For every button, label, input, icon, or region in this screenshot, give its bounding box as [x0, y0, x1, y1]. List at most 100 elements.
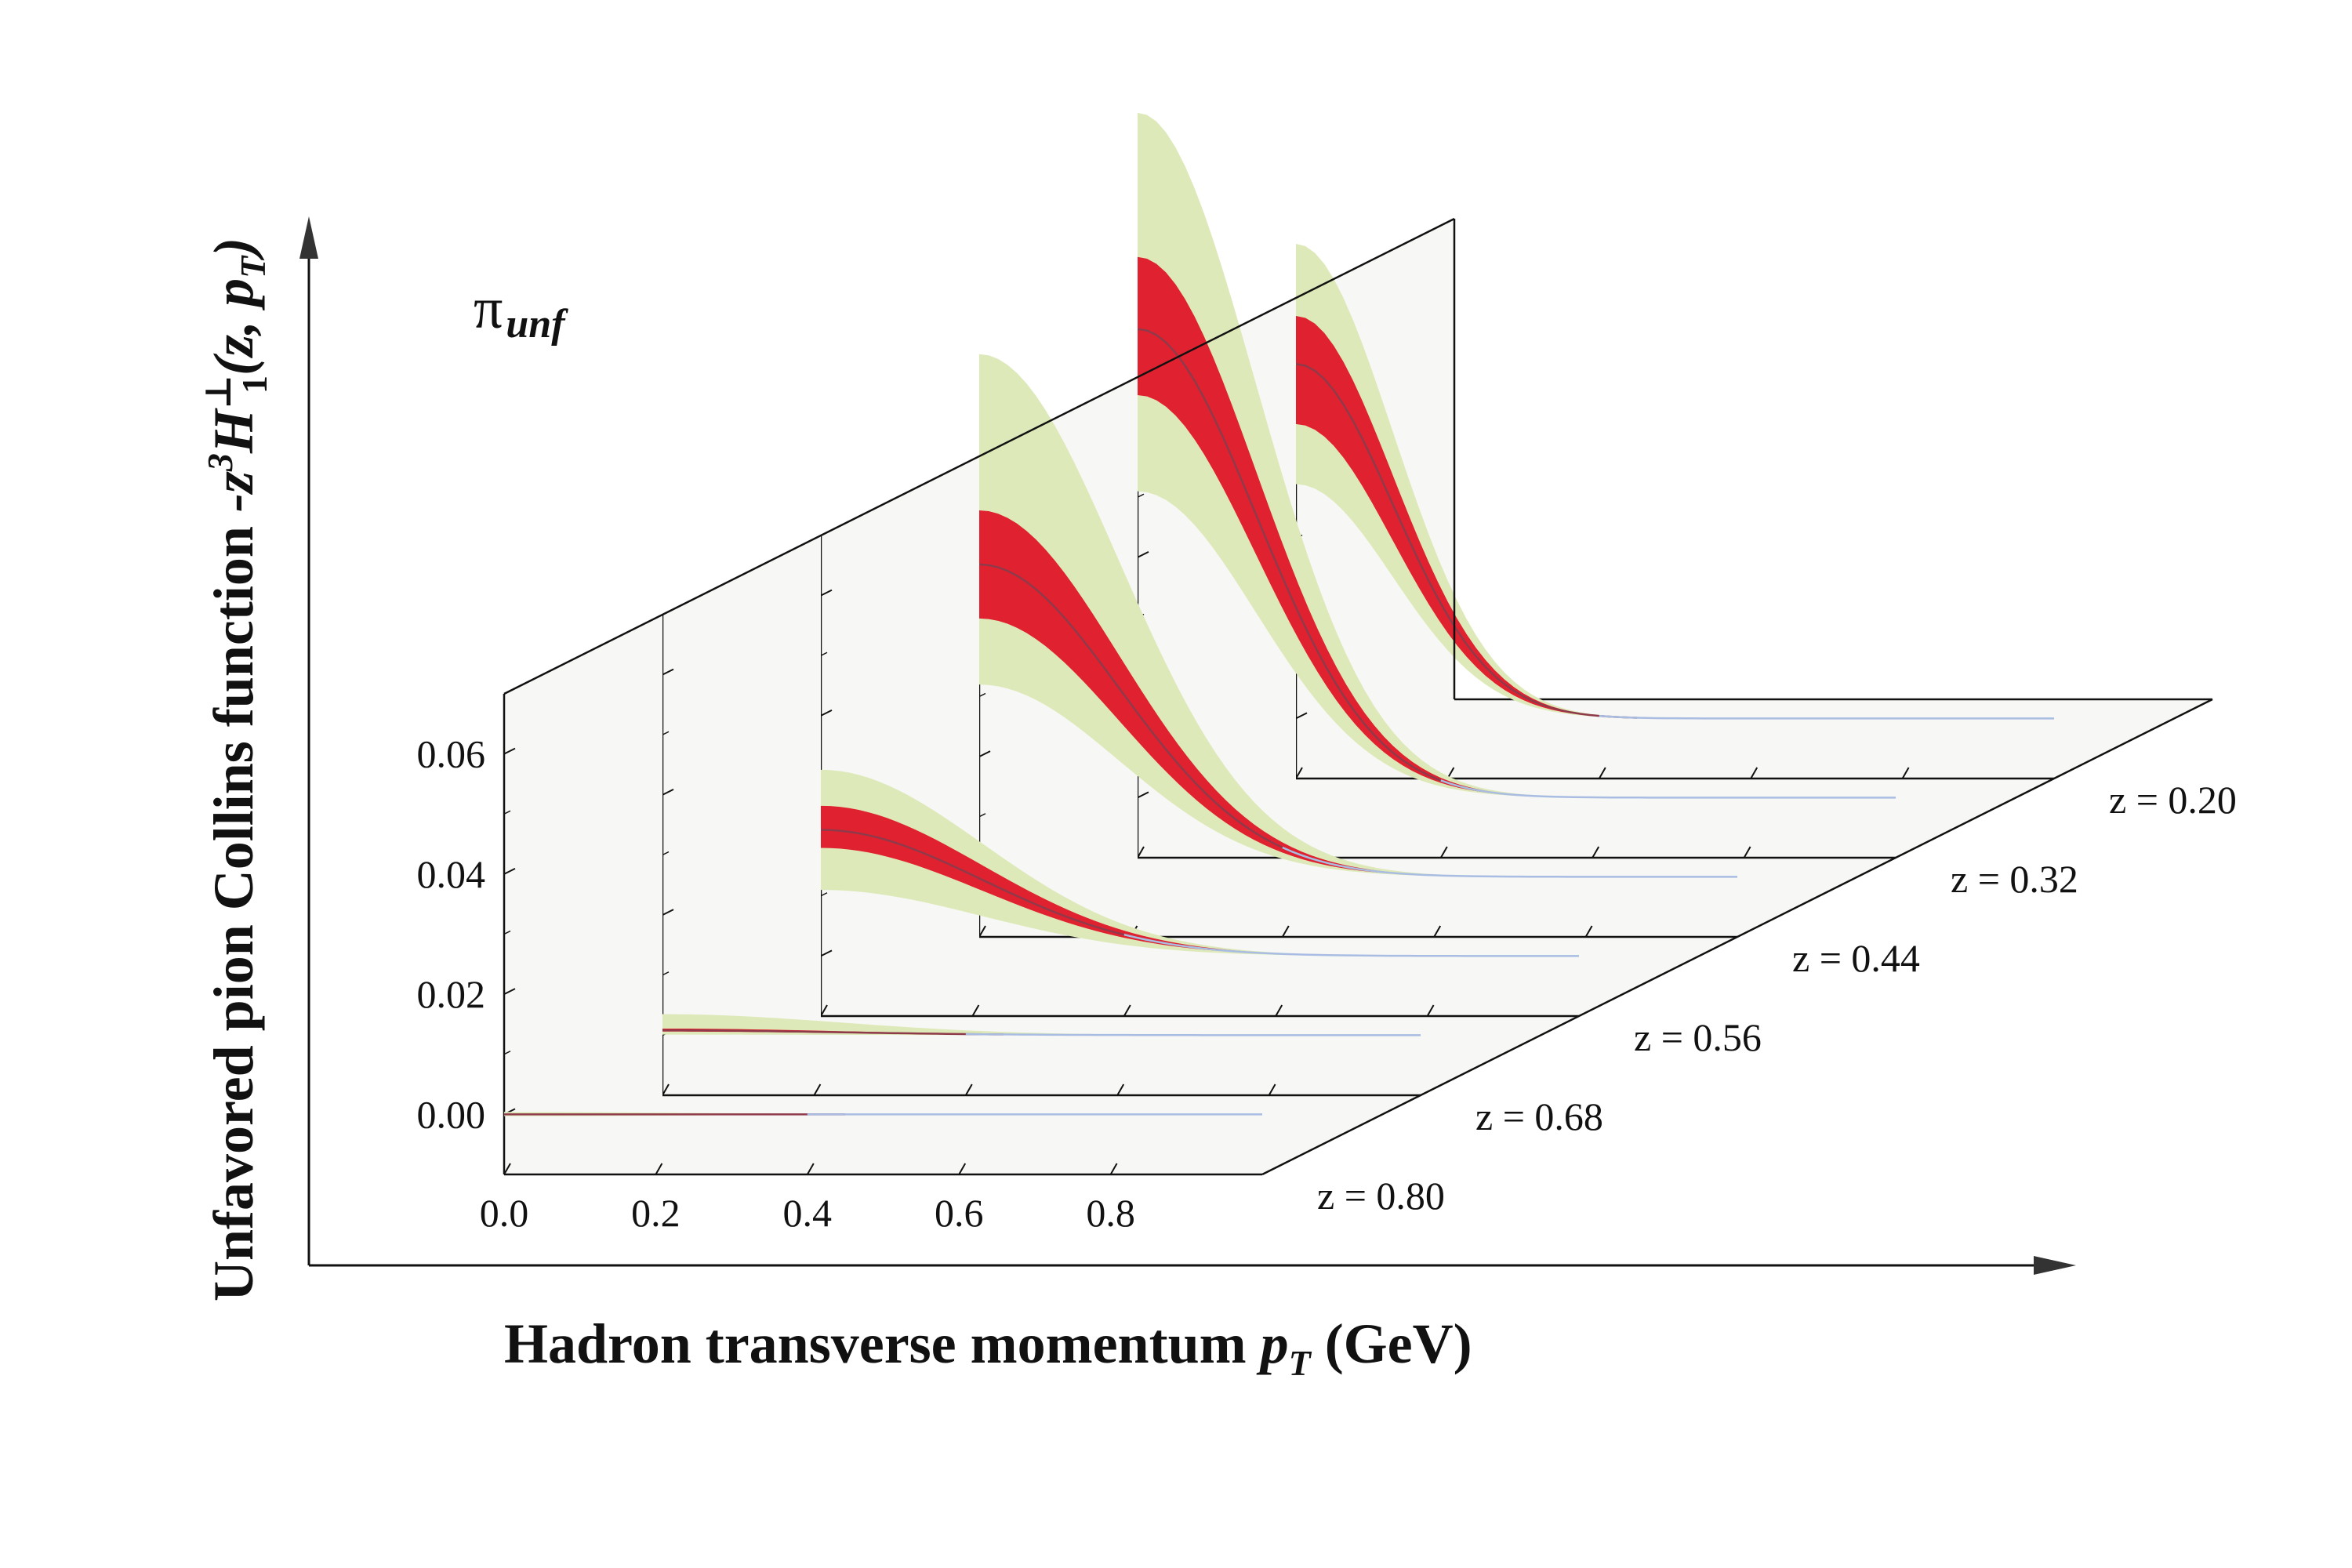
wall-panel-2 [821, 456, 979, 1016]
panel-label: πunf [474, 277, 568, 347]
y-tick-label: 0.04 [417, 852, 486, 896]
y-tick-mark [820, 949, 833, 957]
tail-curve-5 [1599, 714, 2054, 720]
x-tick-label: 0.8 [1086, 1191, 1135, 1235]
x-tick-mark [1901, 767, 1910, 779]
y-tick-mark [662, 909, 674, 916]
x-tick-mark [1743, 846, 1751, 858]
x-tick-mark [1123, 1004, 1131, 1017]
slice-walls: 0.00 0.02 0.04 0.06 0.0 0.2 0.4 0.6 0.8 [417, 112, 2054, 1235]
z-label-5: z = 0.20 [2109, 778, 2237, 822]
y-minor-tick [662, 971, 670, 976]
central-curve-5 [1295, 363, 1638, 719]
y-minor-tick [820, 892, 828, 897]
wall-panel-1 [662, 535, 821, 1095]
floor-plane-5 [1296, 699, 2212, 779]
y-tick-mark [820, 709, 833, 717]
x-tick-label: 0.0 [480, 1191, 529, 1235]
z-label-0: z = 0.80 [1317, 1174, 1445, 1218]
y-tick-mark [662, 788, 674, 796]
outer-band-2 [821, 769, 1579, 956]
inner-band-4 [1138, 256, 1896, 798]
y-tick-mark [503, 867, 516, 875]
wall-panel-0 [504, 615, 662, 1174]
x-tick-mark [806, 1163, 815, 1175]
x-tick-mark [1281, 925, 1290, 938]
inner-band-3 [979, 510, 1737, 877]
x-tick-mark [1426, 1004, 1435, 1017]
slice-5 [1294, 219, 2054, 780]
floor-plane-0 [504, 1095, 1421, 1174]
x-tick-label: 0.6 [935, 1191, 984, 1235]
central-curve-1 [662, 1029, 1004, 1036]
x-tick-mark [655, 1163, 663, 1175]
x-tick-mark [813, 1083, 822, 1096]
x-tick-mark [1439, 846, 1448, 858]
x-tick-mark [1116, 1083, 1125, 1096]
labels: πunf Hadron transverse momentum pT (GeV)… [198, 238, 1472, 1383]
y-minor-tick [662, 731, 670, 735]
y-tick-mark [1137, 791, 1149, 799]
y-minor-tick [662, 851, 670, 856]
outer-band-1 [662, 1014, 1421, 1036]
tail-curve-4 [1440, 779, 1896, 799]
slice-0 [503, 615, 1262, 1176]
y-minor-tick [978, 813, 986, 818]
x-tick-mark [1295, 767, 1303, 779]
tail-curve-2 [1123, 933, 1580, 957]
y-minor-tick [978, 692, 986, 698]
x-tick-mark [1584, 925, 1593, 938]
x-tick-mark [1275, 1004, 1283, 1017]
y-tick-mark [503, 988, 516, 996]
x-tick-mark [964, 1083, 973, 1096]
wall-top-edge [503, 217, 1455, 695]
z-label-1: z = 0.68 [1475, 1094, 1603, 1138]
outer-axes [299, 216, 2076, 1275]
x-axis-arrowhead [2034, 1256, 2076, 1275]
z-label-4: z = 0.32 [1951, 857, 2078, 901]
x-tick-mark [958, 1163, 967, 1175]
y-tick-mark [820, 589, 833, 597]
central-curve-3 [978, 563, 1321, 862]
tail-curve-1 [965, 1033, 1421, 1036]
y-tick-mark [978, 750, 991, 758]
y-minor-tick [503, 1051, 511, 1055]
x-tick-mark [1109, 1163, 1118, 1175]
outer-band-4 [1138, 112, 1896, 798]
y-tick-label: 0.02 [417, 972, 486, 1016]
central-curve-4 [1137, 328, 1479, 792]
y-axis-arrowhead [299, 216, 318, 259]
y-axis-title: Unfavored pion Collins function -z3H⊥1(z… [198, 238, 274, 1301]
z-label-2: z = 0.56 [1634, 1015, 1762, 1059]
y-tick-mark [1295, 712, 1308, 720]
central-curve-2 [820, 829, 1163, 944]
x-tick-mark [503, 1163, 511, 1175]
x-tick-mark [1592, 846, 1600, 858]
y-tick-mark [662, 668, 674, 676]
y-tick-label: 0.00 [417, 1092, 486, 1136]
y-tick-mark [503, 747, 516, 755]
y-minor-tick [503, 930, 511, 935]
tail-curve-3 [1282, 846, 1738, 878]
x-tick-mark [1598, 767, 1606, 779]
floor-planes: z = 0.80 z = 0.68 z = 0.56 z = 0.44 z = 0.32… [504, 698, 2237, 1218]
y-minor-tick [1137, 493, 1145, 498]
x-tick-label: 0.2 [631, 1191, 681, 1235]
z-label-3: z = 0.44 [1792, 936, 1920, 980]
x-tick-mark [978, 925, 986, 938]
y-minor-tick [503, 810, 511, 815]
x-tick-mark [1137, 846, 1145, 858]
x-tick-mark [1750, 767, 1759, 779]
slice-2 [819, 456, 1580, 1018]
x-tick-mark [1433, 925, 1442, 938]
x-tick-mark [820, 1004, 828, 1017]
x-tick-mark [662, 1083, 670, 1096]
y-tick-label: 0.06 [417, 732, 486, 776]
y-tick-mark [1137, 550, 1149, 558]
x-tick-label: 0.4 [783, 1191, 833, 1235]
x-axis-title: Hadron transverse momentum pT (GeV) [504, 1312, 1472, 1383]
y-minor-tick [820, 652, 828, 656]
floor-plane-2 [821, 937, 1737, 1016]
x-tick-mark [971, 1004, 980, 1017]
